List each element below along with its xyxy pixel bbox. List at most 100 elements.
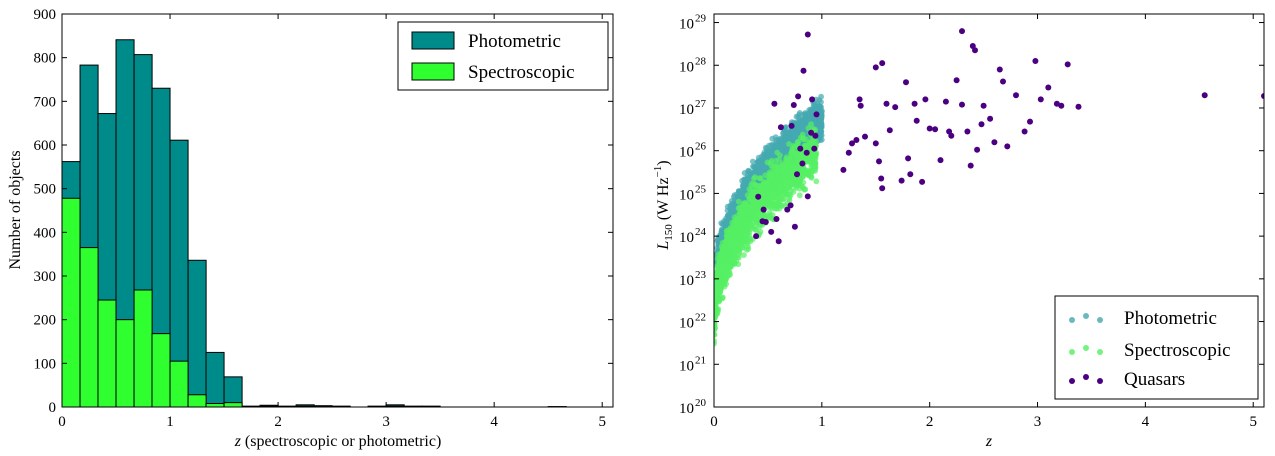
histogram-y-tick-label: 500 (34, 182, 57, 198)
scatter-point-quasar (972, 47, 978, 54)
legend-swatch-spectroscopic (411, 62, 455, 81)
scatter-point-quasar (1064, 61, 1071, 68)
scatter-point-spectroscopic (793, 157, 800, 164)
scatter-y-tick-exponent: 29 (695, 13, 707, 25)
legend-marker-quasars (1069, 374, 1103, 384)
scatter-point-photometric (724, 212, 731, 219)
scatter-point-quasar (905, 155, 912, 162)
histogram-y-tick-label: 400 (34, 225, 57, 241)
histogram-x-tick-label: 1 (166, 414, 174, 430)
scatter-y-axis-label: L150 (W Hz−1) (652, 160, 675, 250)
scatter-point-spectroscopic (767, 177, 773, 184)
scatter-point-spectroscopic (791, 143, 798, 150)
histogram-x-tick-label: 4 (490, 414, 498, 430)
legend-marker-photometric (1069, 313, 1103, 323)
scatter-point-quasar (937, 157, 944, 164)
histogram-bar-spectroscopic (151, 333, 171, 408)
scatter-point-spectroscopic (731, 259, 738, 265)
scatter-point-quasar (1027, 118, 1033, 125)
scatter-point-spectroscopic (794, 139, 801, 146)
scatter-point-photometric (817, 104, 824, 111)
scatter-point-spectroscopic (739, 237, 745, 244)
scatter-y-tick-label: 10 (679, 401, 694, 417)
scatter-x-ticks: 0 1 2 3 4 5 (710, 14, 1257, 430)
histogram-y-tick-label: 200 (34, 313, 57, 329)
scatter-y-tick-label: 10 (679, 17, 694, 33)
scatter-point-spectroscopic (757, 175, 764, 182)
histogram-x-ticks: 0 1 2 3 4 5 (58, 14, 606, 430)
scatter-y-tick-label: 10 (679, 230, 694, 246)
histogram-bar-photometric (187, 259, 207, 408)
scatter-point-quasar (878, 175, 885, 182)
scatter-point-quasar (790, 102, 797, 108)
scatter-point-photometric (752, 163, 759, 170)
scatter-point-photometric (740, 185, 747, 192)
scatter-y-tick-label: 10 (679, 273, 694, 289)
scatter-x-tick-label: 3 (1034, 414, 1042, 430)
scatter-y-tick-label: 10 (679, 102, 694, 118)
scatter-y-tick-exponent: 24 (695, 226, 707, 238)
scatter-point-quasar (773, 216, 780, 222)
scatter-point-spectroscopic (743, 232, 749, 238)
scatter-point-spectroscopic (720, 260, 727, 267)
scatter-point-spectroscopic (752, 226, 759, 233)
scatter-point-quasar (811, 145, 818, 152)
scatter-point-photometric (724, 203, 731, 210)
scatter-x-axis-label: z (985, 433, 993, 450)
scatter-point-quasar (797, 145, 804, 152)
scatter-point-spectroscopic (799, 135, 806, 141)
scatter-point-quasar (898, 177, 905, 184)
histogram-bar-spectroscopic (205, 403, 225, 408)
scatter-point-spectroscopic (780, 168, 787, 175)
histogram-bar-spectroscopic (79, 247, 99, 408)
legend-label-photometric: Photometric (468, 31, 561, 52)
scatter-point-quasar (1037, 96, 1044, 103)
scatter-point-spectroscopic (798, 154, 805, 160)
scatter-point-spectroscopic (756, 183, 763, 190)
scatter-point-spectroscopic (773, 201, 780, 208)
scatter-point-photometric (818, 114, 824, 121)
scatter-point-photometric (785, 135, 792, 141)
scatter-point-quasar (892, 104, 899, 111)
histogram-y-tick-label: 600 (34, 138, 57, 154)
scatter-point-quasar (787, 202, 794, 209)
scatter-point-spectroscopic (735, 198, 742, 205)
scatter-point-photometric (808, 111, 815, 118)
scatter-point-spectroscopic (734, 223, 740, 230)
scatter-point-spectroscopic (714, 270, 720, 277)
scatter-point-quasar (804, 193, 811, 200)
scatter-point-spectroscopic (720, 274, 727, 280)
scatter-point-photometric (769, 135, 776, 142)
scatter-point-spectroscopic (800, 167, 807, 174)
scatter-point-quasar (959, 101, 965, 108)
scatter-point-spectroscopic (741, 252, 747, 258)
scatter-point-photometric (775, 144, 782, 151)
histogram-y-tick-label: 100 (34, 356, 57, 372)
scatter-point-quasar (800, 67, 807, 74)
scatter-point-spectroscopic (752, 174, 758, 181)
scatter-point-quasar (886, 127, 893, 134)
scatter-point-quasar (907, 171, 914, 178)
scatter-point-photometric (769, 150, 775, 157)
scatter-point-spectroscopic (723, 253, 730, 260)
scatter-y-tick-exponent: 20 (695, 397, 707, 409)
scatter-y-tick-label: 10 (679, 59, 694, 75)
scatter-point-quasar (911, 100, 918, 107)
scatter-point-spectroscopic (714, 297, 720, 304)
scatter-point-spectroscopic (741, 200, 747, 207)
scatter-point-spectroscopic (754, 209, 761, 216)
scatter-y-tick-exponent: 22 (695, 312, 706, 324)
scatter-x-tick-label: 4 (1142, 414, 1150, 430)
scatter-point-quasar (1058, 102, 1065, 109)
scatter-point-quasar (760, 206, 767, 213)
scatter-y-tick-exponent: 28 (695, 55, 707, 67)
scatter-point-spectroscopic (762, 172, 769, 179)
scatter-point-spectroscopic (796, 192, 803, 199)
scatter-point-quasar (919, 178, 926, 185)
scatter-point-quasar (1021, 128, 1028, 135)
scatter-point-quasar (883, 100, 890, 107)
scatter-point-quasar (799, 160, 806, 167)
scatter-point-quasar (862, 133, 868, 140)
